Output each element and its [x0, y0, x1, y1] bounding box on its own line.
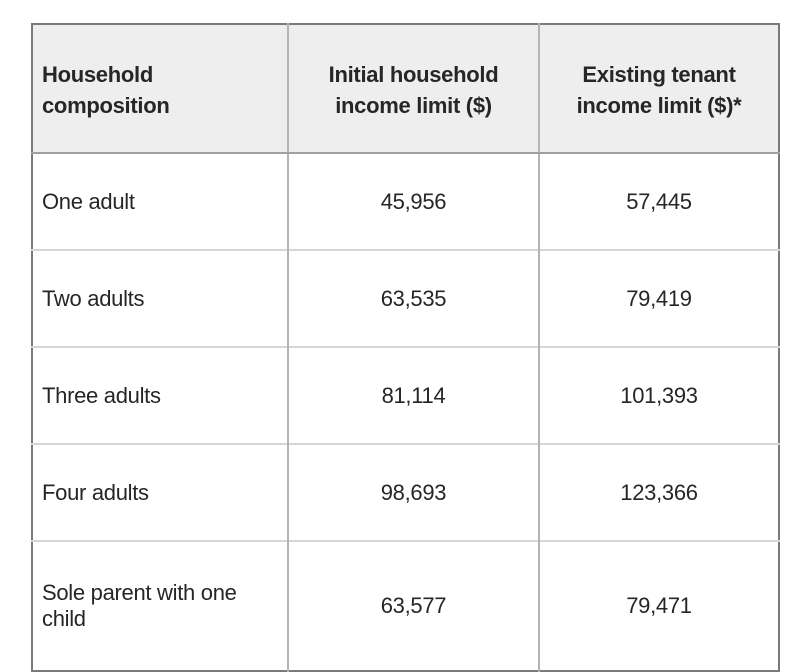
- table-header-row: Household composition Initial household …: [32, 24, 779, 154]
- household-composition-cell: Three adults: [32, 346, 288, 444]
- household-composition-cell: Sole parent with one child: [32, 540, 288, 671]
- household-composition-cell: One adult: [32, 153, 288, 250]
- column-header-initial-income-limit: Initial household income limit ($): [287, 24, 539, 154]
- initial-income-cell: 63,577: [287, 540, 539, 671]
- initial-income-cell: 98,693: [287, 443, 539, 541]
- initial-income-cell: 81,114: [287, 346, 539, 444]
- table-row: One adult 45,956 57,445: [32, 153, 779, 250]
- initial-income-cell: 45,956: [287, 153, 539, 250]
- column-header-existing-tenant-income-limit: Existing tenant income limit ($)*: [538, 24, 779, 154]
- table-row: Sole parent with one child 63,577 79,471: [32, 540, 779, 671]
- household-composition-cell: Two adults: [32, 249, 288, 347]
- column-header-household-composition: Household composition: [32, 24, 288, 154]
- household-composition-cell: Four adults: [32, 443, 288, 541]
- table-row: Two adults 63,535 79,419: [32, 249, 779, 347]
- income-limits-table: Household composition Initial household …: [31, 23, 780, 672]
- existing-income-cell: 79,419: [538, 249, 779, 347]
- existing-income-cell: 101,393: [538, 346, 779, 444]
- existing-income-cell: 79,471: [538, 540, 779, 671]
- table-row: Four adults 98,693 123,366: [32, 443, 779, 541]
- table-row: Three adults 81,114 101,393: [32, 346, 779, 444]
- existing-income-cell: 123,366: [538, 443, 779, 541]
- initial-income-cell: 63,535: [287, 249, 539, 347]
- existing-income-cell: 57,445: [538, 153, 779, 250]
